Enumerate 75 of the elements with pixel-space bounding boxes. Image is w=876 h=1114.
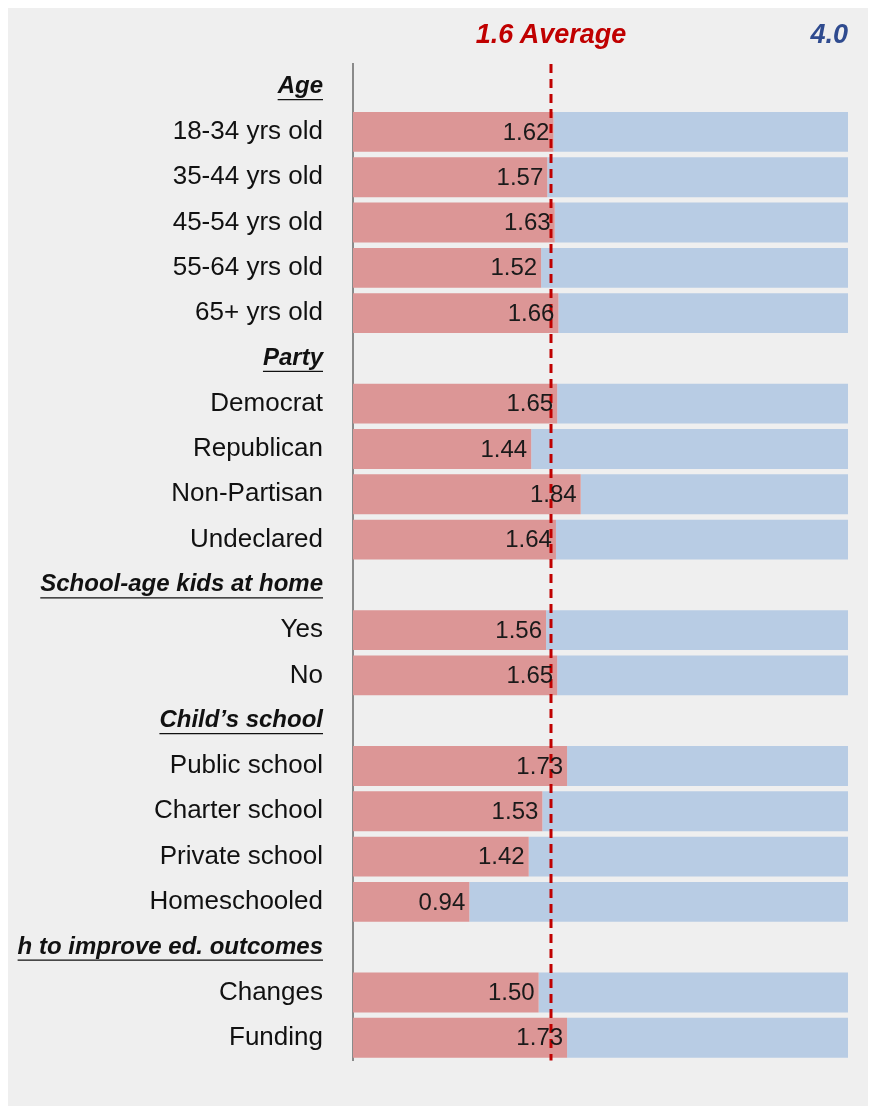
y-tick-label: 45-54 yrs old [172, 205, 323, 236]
bar [553, 112, 848, 152]
bar [538, 972, 848, 1013]
y-tick-label: 18-34 yrs old [172, 115, 323, 146]
y-tick-label: Public school [169, 749, 323, 780]
data-label: 1.63 [503, 208, 551, 236]
bar [353, 474, 581, 515]
y-tick-label: Non-Partisan [171, 477, 323, 508]
bar [557, 655, 848, 696]
bar [353, 1017, 568, 1058]
y-tick-label: Party [262, 343, 325, 371]
data-label: 1.73 [516, 1023, 564, 1051]
data-label: 1.57 [496, 162, 544, 190]
data-label: 1.52 [490, 253, 538, 281]
data-label: 1.62 [502, 117, 550, 145]
data-label: 1.84 [529, 479, 577, 507]
bar [546, 610, 848, 651]
data-label: 1.65 [506, 389, 554, 417]
bar [353, 791, 543, 832]
bar [558, 293, 848, 334]
y-tick-label: Age [276, 71, 323, 99]
data-label: 1.64 [505, 525, 552, 553]
bar [531, 429, 848, 469]
bar [353, 112, 554, 152]
data-label: 1.50 [487, 978, 535, 1006]
bar [353, 519, 556, 560]
bar [567, 1017, 848, 1058]
y-tick-label: 65+ yrs old [195, 296, 323, 327]
y-tick-label: School-age kids at home [40, 569, 323, 597]
y-tick-label: 55-64 yrs old [172, 250, 323, 281]
y-tick-label: Funding [229, 1020, 323, 1051]
data-label: 1.56 [495, 615, 543, 643]
bar [353, 881, 470, 922]
data-label: 1.42 [478, 842, 525, 870]
bar [557, 383, 848, 424]
bar [580, 474, 848, 515]
y-tick-label: Yes [280, 613, 323, 644]
bar [353, 429, 532, 469]
bar [542, 791, 848, 832]
data-label: 1.65 [506, 661, 554, 689]
data-label: 0.94 [418, 887, 466, 915]
bar [555, 519, 848, 560]
bar [353, 202, 555, 243]
y-tick-label: Charter school [153, 794, 323, 825]
y-tick-label: h to improve ed. outcomes [17, 931, 323, 959]
data-label: 1.73 [516, 751, 564, 779]
bar [353, 746, 568, 786]
bar [353, 293, 559, 334]
y-tick-label: Republican [192, 432, 323, 463]
bar [547, 157, 848, 198]
bar [353, 655, 558, 696]
y-tick-label: Undeclared [190, 522, 323, 553]
y-tick-label: Changes [218, 975, 323, 1006]
bar [567, 746, 848, 786]
bar [353, 383, 558, 424]
bar [353, 836, 529, 877]
bar [541, 247, 848, 288]
y-tick-label: 35-44 yrs old [172, 160, 323, 191]
text: 4.0 [809, 19, 848, 50]
data-label: 1.53 [491, 796, 539, 824]
y-tick-label: Democrat [210, 386, 324, 417]
data-label: 1.44 [480, 434, 528, 462]
bar [353, 247, 542, 288]
bar [353, 610, 547, 651]
bar [353, 972, 539, 1013]
ref-line-label: 1.6 Average [475, 19, 627, 50]
bar [469, 881, 848, 922]
data-label: 1.66 [507, 298, 555, 326]
bar [353, 157, 548, 198]
y-tick-label: Private school [159, 839, 323, 870]
bar [554, 202, 848, 243]
y-tick-label: No [289, 658, 323, 689]
bar [528, 836, 848, 877]
y-tick-label: Homeschooled [149, 885, 323, 916]
y-tick-label: Child’s school [159, 705, 325, 733]
